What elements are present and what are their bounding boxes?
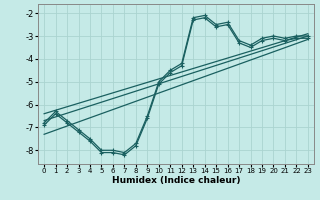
X-axis label: Humidex (Indice chaleur): Humidex (Indice chaleur) — [112, 176, 240, 185]
